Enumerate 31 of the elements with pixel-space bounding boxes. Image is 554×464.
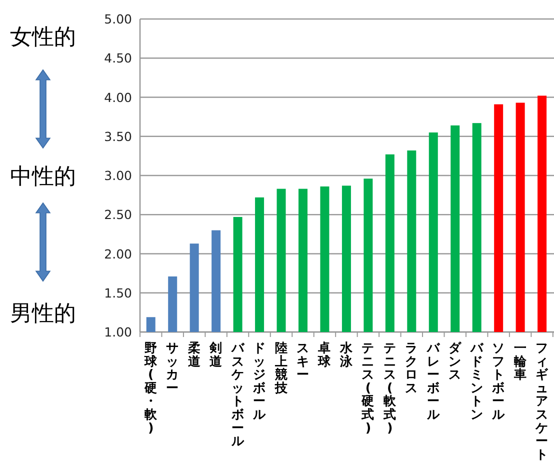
x-tick-label: 陸上競技 (274, 340, 289, 395)
x-tick-label: テニス(硬式) (360, 340, 375, 435)
x-tick-label: 剣道 (208, 340, 224, 368)
y-tick-label: 5.00 (104, 12, 132, 26)
x-tick-label: 柔道 (186, 340, 202, 368)
category-label: フィギュアスケート (536, 340, 549, 462)
x-tick-label: バドミントン (469, 340, 484, 422)
x-tick-label: ラクロス (405, 340, 418, 395)
x-tick-label: 野球(硬・軟) (143, 340, 158, 435)
y-tick-label: 2.50 (104, 207, 132, 222)
text: 男性的 (10, 301, 76, 326)
x-tick-label: バレーボール (426, 340, 441, 422)
y-tick-label: 3.00 (104, 168, 132, 183)
x-tick-label: バスケットボール (230, 340, 246, 448)
text: 中性的 (10, 164, 76, 190)
y-tick-label: 1.00 (104, 324, 132, 340)
y-tick-label: 4.50 (104, 50, 132, 66)
x-tick-label: サッカー (166, 340, 180, 395)
x-tick-label: ソフトボール (491, 340, 506, 422)
x-tick-label: スキー (296, 340, 310, 382)
x-tick-label: 一輪車 (512, 340, 528, 382)
x-tick-label: ドッジボール (252, 340, 268, 422)
y-tick-label: 3.50 (104, 128, 132, 144)
y-tick-label: 1.50 (104, 285, 132, 300)
y-tick-label: 4.00 (104, 90, 132, 105)
text: 女性的 (10, 25, 76, 50)
x-tick-label: 水泳 (338, 340, 354, 368)
x-tick-label: ダンス (448, 340, 463, 382)
x-tick-label: テニス(軟式) (382, 340, 398, 435)
y-tick-label: 2.00 (104, 246, 132, 262)
x-tick-label: 卓球 (317, 340, 332, 368)
